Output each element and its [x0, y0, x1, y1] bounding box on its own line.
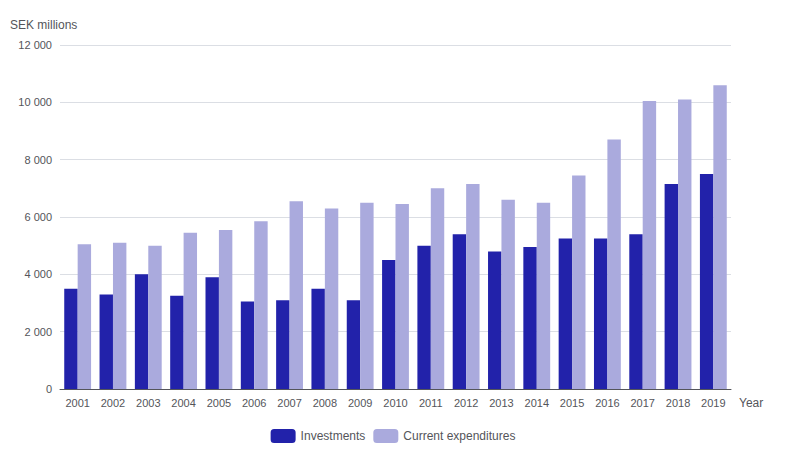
svg-text:2015: 2015: [560, 397, 584, 409]
svg-text:4 000: 4 000: [24, 268, 52, 280]
svg-text:2016: 2016: [595, 397, 619, 409]
svg-text:2018: 2018: [666, 397, 690, 409]
svg-text:8 000: 8 000: [24, 154, 52, 166]
svg-text:2013: 2013: [489, 397, 513, 409]
svg-text:2011: 2011: [419, 397, 443, 409]
svg-text:2005: 2005: [207, 397, 231, 409]
svg-text:Current expenditures: Current expenditures: [403, 429, 515, 443]
svg-text:0: 0: [46, 383, 52, 395]
svg-text:Investments: Investments: [301, 429, 366, 443]
svg-text:2003: 2003: [136, 397, 160, 409]
svg-text:2014: 2014: [525, 397, 549, 409]
svg-text:SEK millions: SEK millions: [10, 18, 77, 32]
svg-text:2004: 2004: [171, 397, 195, 409]
svg-text:2007: 2007: [277, 397, 301, 409]
svg-text:Year: Year: [739, 396, 763, 410]
svg-text:2017: 2017: [630, 397, 654, 409]
svg-text:2010: 2010: [383, 397, 407, 409]
svg-text:2001: 2001: [65, 397, 89, 409]
svg-text:2008: 2008: [313, 397, 337, 409]
svg-text:2002: 2002: [101, 397, 125, 409]
svg-text:2 000: 2 000: [24, 326, 52, 338]
svg-text:12 000: 12 000: [18, 39, 52, 51]
svg-text:10 000: 10 000: [18, 96, 52, 108]
svg-text:2019: 2019: [701, 397, 725, 409]
svg-text:2012: 2012: [454, 397, 478, 409]
svg-text:2009: 2009: [348, 397, 372, 409]
svg-text:6 000: 6 000: [24, 211, 52, 223]
svg-text:2006: 2006: [242, 397, 266, 409]
